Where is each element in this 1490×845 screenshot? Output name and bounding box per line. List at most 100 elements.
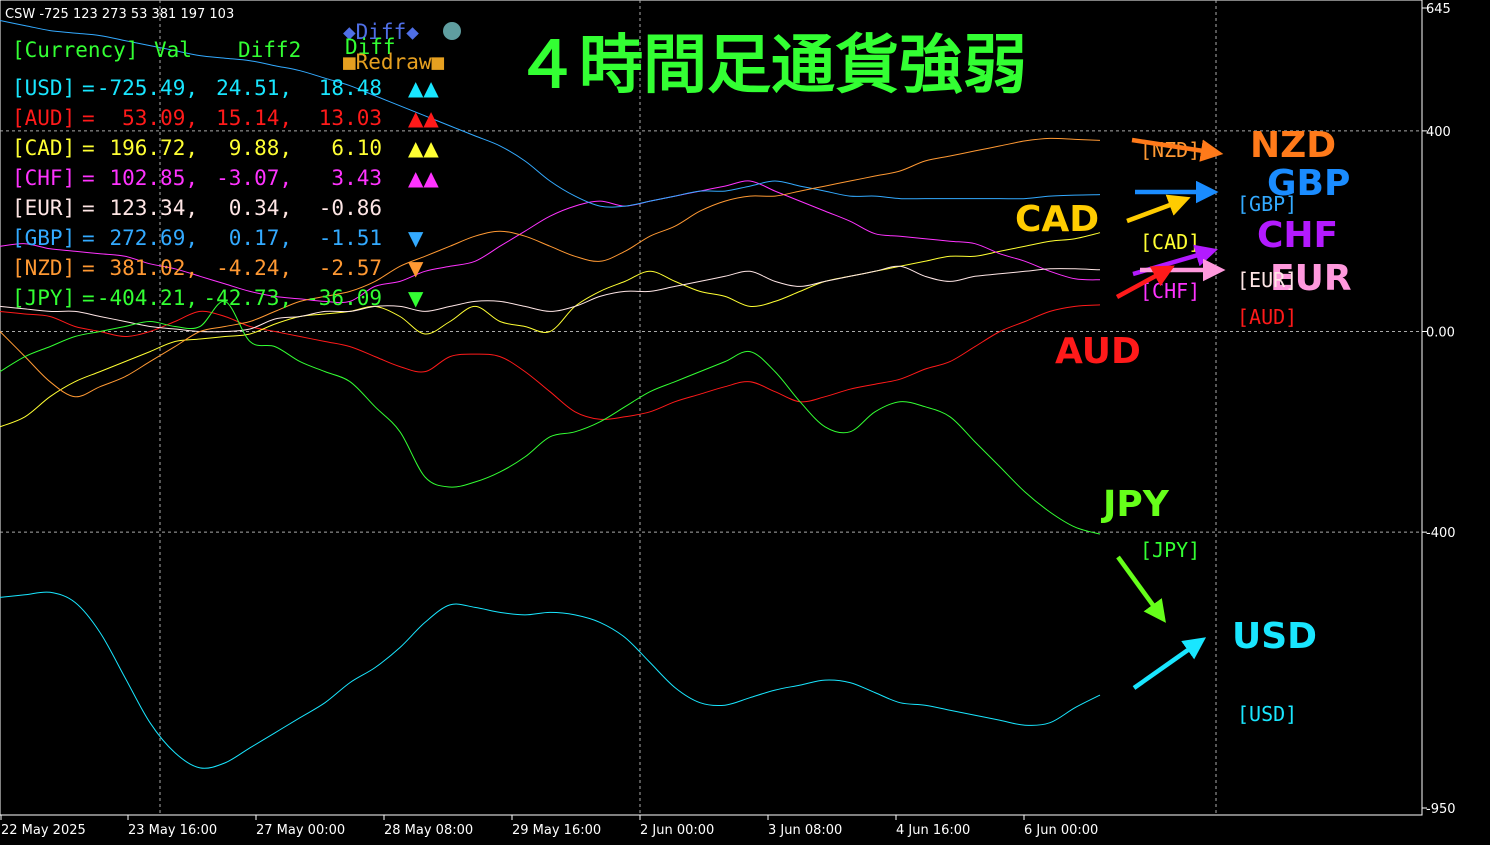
- chart-title: ４時間足通貨強弱: [515, 29, 1027, 103]
- cell-diff2: -3.07,: [216, 166, 292, 190]
- y-tick-label: -950: [1426, 802, 1456, 817]
- currency-tag-aud: [AUD]: [1237, 305, 1297, 329]
- table-row: [USD] = -725.49, 24.51, 18.48 ▲▲: [12, 76, 439, 100]
- currency-tag-usd: [USD]: [1237, 702, 1297, 726]
- y-tick-label: -400: [1426, 526, 1456, 541]
- series-line-jpy: [0, 300, 1101, 535]
- cell-diff: -1.51: [319, 226, 382, 250]
- x-tick-label: 4 Jun 16:00: [896, 823, 970, 838]
- x-tick-label: 22 May 2025: [1, 823, 86, 838]
- currency-tag-jpy: [JPY]: [1140, 538, 1200, 562]
- cell-eq: =: [82, 106, 95, 130]
- cell-diff: -0.86: [319, 196, 382, 220]
- cell-val: 196.72,: [109, 136, 198, 160]
- cell-val: 102.85,: [109, 166, 198, 190]
- cell-diff2: -4.24,: [216, 256, 292, 280]
- cell-eq: =: [82, 256, 95, 280]
- cell-diff: 3.43: [331, 166, 382, 190]
- cell-currency: [CAD]: [12, 136, 75, 160]
- big-label-gbp: GBP: [1267, 163, 1350, 204]
- cell-val: 272.69,: [109, 226, 198, 250]
- cell-diff2: 15.14,: [216, 106, 292, 130]
- plot-frame: [0, 0, 1423, 816]
- trend-arrows-icon: ▼: [408, 226, 424, 250]
- series-line-chf: [0, 180, 1101, 304]
- annotation-arrow-icon: [1126, 194, 1191, 224]
- cell-diff2: -42.73,: [203, 286, 292, 310]
- x-tick-label: 27 May 00:00: [256, 823, 345, 838]
- annotation-arrow-icon: [1132, 637, 1207, 690]
- cell-diff2: 24.51,: [216, 76, 292, 100]
- table-row: [CHF] = 102.85, -3.07, 3.43 ▲▲: [12, 166, 439, 190]
- series-line-usd: [0, 591, 1101, 769]
- currency-tag-eur: [EUR]: [1237, 268, 1297, 292]
- table-row: [GBP] = 272.69, 0.17, -1.51 ▼: [12, 226, 424, 250]
- indicator-label: CSW -725 123 273 53 381 197 103: [5, 7, 234, 22]
- x-tick-label: 2 Jun 00:00: [640, 823, 714, 838]
- x-axis: 22 May 2025 23 May 16:00 27 May 00:00 28 Ma…: [0, 815, 1098, 838]
- annotation-arrow-icon: [1116, 555, 1166, 623]
- big-label-chf: CHF: [1257, 215, 1338, 256]
- currency-tag-chf: [CHF]: [1140, 279, 1200, 303]
- status-circle-icon[interactable]: [443, 22, 461, 40]
- cell-diff: 6.10: [331, 136, 382, 160]
- x-tick-label: 28 May 08:00: [384, 823, 473, 838]
- cell-currency: [AUD]: [12, 106, 75, 130]
- series-line-gbp: [0, 20, 1101, 208]
- cell-val: 53.09,: [122, 106, 198, 130]
- cell-eq: =: [82, 286, 95, 310]
- table-row: [JPY] = -404.21, -42.73, -36.09 ▼: [12, 286, 424, 310]
- diff-column-header: Diff: [345, 35, 396, 59]
- x-tick-label: 3 Jun 08:00: [768, 823, 842, 838]
- series-line-aud: [0, 304, 1101, 420]
- big-label-eur: EUR: [1270, 258, 1352, 299]
- grid: [0, 0, 1422, 815]
- big-label-usd: USD: [1232, 616, 1317, 657]
- cell-diff: -2.57: [319, 256, 382, 280]
- big-label-nzd: NZD: [1250, 125, 1336, 166]
- trend-arrows-icon: ▼: [408, 286, 424, 310]
- cell-val: 123.34,: [109, 196, 198, 220]
- cell-eq: =: [82, 226, 95, 250]
- trend-arrows-icon: ▲▲: [408, 166, 439, 190]
- cell-currency: [NZD]: [12, 256, 75, 280]
- currency-tag-gbp: [GBP]: [1237, 192, 1297, 216]
- cell-diff2: 9.88,: [229, 136, 292, 160]
- y-tick-label: 645: [1426, 2, 1451, 17]
- diff-toggle-button[interactable]: ◆Diff◆: [343, 20, 419, 44]
- table-row: [EUR] = 123.34, 0.34, -0.86: [12, 196, 382, 220]
- x-tick-label: 23 May 16:00: [128, 823, 217, 838]
- cell-currency: [EUR]: [12, 196, 75, 220]
- trend-arrows-icon: ▲▲: [408, 76, 439, 100]
- cell-diff: -36.09: [306, 286, 382, 310]
- cell-diff: 13.03: [319, 106, 382, 130]
- series-line-cad: [0, 232, 1101, 428]
- currency-table: [USD] = -725.49, 24.51, 18.48 ▲▲[AUD] = 53.09, 1…: [12, 76, 439, 310]
- header-diff2: Diff2: [238, 38, 301, 62]
- table-row: [CAD] = 196.72, 9.88, 6.10 ▲▲: [12, 136, 439, 160]
- y-tick-label: 400: [1426, 125, 1451, 140]
- cell-val: -404.21,: [97, 286, 198, 310]
- cell-diff: 18.48: [319, 76, 382, 100]
- cell-eq: =: [82, 76, 95, 100]
- header-currency: [Currency]: [12, 38, 138, 62]
- table-header: [Currency] Val Diff2: [12, 38, 301, 62]
- cell-eq: =: [82, 166, 95, 190]
- cell-val: 381.02,: [109, 256, 198, 280]
- y-tick-label: 0.00: [1426, 326, 1455, 341]
- cell-diff2: 0.17,: [229, 226, 292, 250]
- redraw-button[interactable]: ■Redraw■: [343, 50, 445, 74]
- table-row: [AUD] = 53.09, 15.14, 13.03 ▲▲: [12, 106, 439, 130]
- big-label-jpy: JPY: [1100, 484, 1170, 525]
- y-axis: 645 400 0.00 -400 -950: [1422, 2, 1456, 817]
- annotation-arrow-icon: [1115, 265, 1175, 299]
- cell-eq: =: [82, 196, 95, 220]
- series-line-eur: [0, 265, 1101, 333]
- cell-diff2: 0.34,: [229, 196, 292, 220]
- cell-currency: [GBP]: [12, 226, 75, 250]
- currency-tag-cad: [CAD]: [1140, 230, 1200, 254]
- series-line-nzd: [0, 137, 1101, 398]
- trend-arrows-icon: ▲▲: [408, 136, 439, 160]
